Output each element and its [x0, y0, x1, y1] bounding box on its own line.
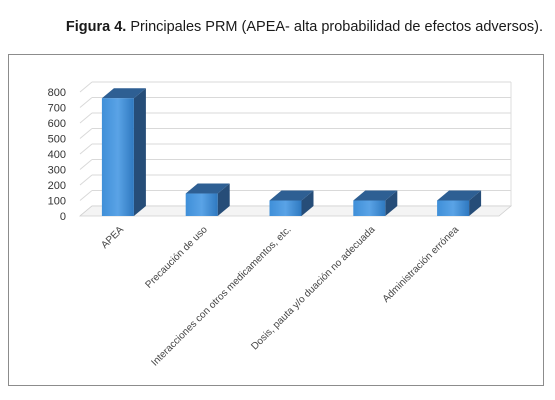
bar-side: [469, 190, 482, 216]
y-tick-label: 800: [48, 87, 66, 99]
bar-side: [385, 190, 398, 216]
bars: [101, 88, 482, 216]
gridline-depth: [79, 174, 93, 186]
bar-front: [185, 193, 218, 216]
x-category-label: APEA: [99, 224, 126, 251]
figure-label: Figura 4.: [65, 19, 127, 35]
bar-front: [269, 200, 302, 216]
bar: [437, 190, 482, 216]
bar: [185, 183, 230, 216]
gridline-depth: [79, 128, 93, 139]
bar-top: [269, 190, 314, 201]
bar-top: [185, 183, 230, 194]
bar: [101, 88, 146, 216]
gridline-depth: [79, 112, 93, 124]
x-category-label: Administración errónea: [381, 224, 462, 305]
x-category-label: Interacciones con otros medicamentos, et…: [149, 224, 293, 368]
bar-front: [101, 98, 134, 216]
gridline-depth: [79, 81, 93, 93]
bar: [353, 190, 398, 216]
bar-front: [437, 200, 470, 216]
y-tick-label: 100: [48, 196, 66, 208]
gridline-depth: [79, 159, 93, 170]
y-tick-label: 700: [48, 103, 66, 115]
y-tick-label: 300: [48, 165, 66, 177]
chart-frame: [8, 54, 544, 386]
figure-caption-text: Principales PRM (APEA- alta probabilidad…: [130, 19, 543, 35]
y-tick-label: 0: [60, 211, 66, 223]
figure-caption: Figura 4. Principales PRM (APEA- alta pr…: [66, 19, 543, 35]
gridline-depth: [79, 190, 93, 201]
gridlines: [79, 81, 511, 217]
y-tick-label: 600: [48, 118, 66, 130]
y-axis-ticks: 0 100 200 300 400 500 600 700 800: [48, 87, 66, 223]
y-tick-label: 500: [48, 134, 66, 146]
y-tick-label: 400: [48, 149, 66, 161]
gridline-depth: [79, 97, 93, 108]
x-category-label: Precaución de uso: [143, 224, 210, 291]
bar-top: [437, 190, 482, 201]
bar: [269, 190, 314, 216]
bar-top: [101, 88, 146, 99]
y-tick-label: 200: [48, 180, 66, 192]
gridline-depth: [79, 143, 93, 155]
bar-side: [301, 190, 314, 216]
bar-top: [353, 190, 398, 201]
bar-side: [133, 88, 146, 216]
bar-side: [217, 183, 230, 216]
bar-front: [353, 200, 386, 216]
